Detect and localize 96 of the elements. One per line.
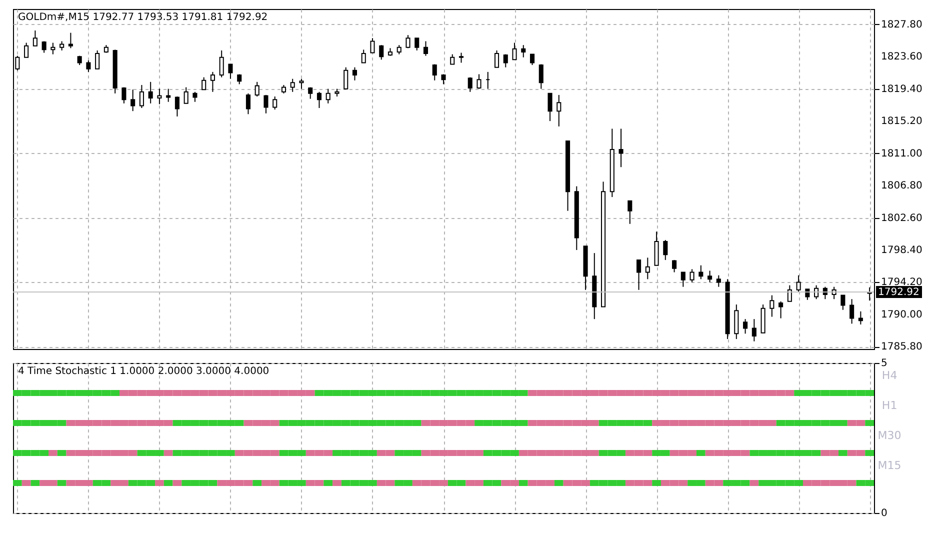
candlestick: [743, 318, 748, 334]
candlestick: [556, 94, 562, 127]
candlestick: [219, 50, 224, 78]
candlestick: [450, 54, 455, 65]
y-tick-label: 1785.80: [881, 342, 922, 353]
series-label: H1: [882, 399, 898, 412]
candlestick: [503, 54, 508, 68]
candlestick: [228, 64, 233, 80]
candlestick: [95, 50, 100, 70]
candlestick: [796, 274, 801, 293]
candlestick: [770, 294, 774, 318]
candlestick: [538, 64, 544, 90]
candlestick: [396, 44, 402, 55]
y-tick-label: 1827.80: [881, 19, 922, 30]
candlestick: [290, 78, 295, 92]
candlestick: [254, 81, 260, 97]
candlestick: [850, 298, 854, 324]
candlestick: [734, 304, 739, 340]
series-label: H4: [882, 369, 898, 382]
candlestick: [326, 88, 330, 104]
candlestick: [787, 284, 792, 302]
candlestick: [361, 49, 366, 64]
candlestick: [698, 264, 704, 280]
candlestick: [32, 30, 38, 46]
candlestick: [68, 32, 73, 49]
candlestick: [299, 78, 304, 90]
candlestick: [858, 310, 863, 325]
series-label: M15: [878, 459, 902, 472]
candlestick: [316, 91, 322, 109]
candlestick: [264, 94, 268, 114]
candlestick: [379, 44, 384, 60]
ref-line-label: 1792.92: [878, 287, 920, 298]
y-tick-label: 1794.20: [881, 277, 922, 288]
candlestick: [60, 40, 64, 51]
y-tick-label: 0: [881, 508, 888, 519]
candlestick: [202, 76, 206, 90]
candlestick: [708, 270, 712, 283]
candlestick: [42, 40, 46, 54]
candlestick: [672, 259, 677, 273]
candlestick: [636, 259, 642, 290]
candlestick: [423, 40, 428, 56]
candlestick: [663, 240, 668, 260]
candlestick: [122, 86, 126, 104]
candlestick: [628, 200, 632, 224]
candlestick: [458, 52, 464, 64]
candlestick: [86, 60, 91, 72]
candlestick: [530, 54, 535, 66]
chart-title: 4 Time Stochastic 1 1.0000 2.0000 3.0000 4.0000: [18, 366, 270, 377]
candlestick: [476, 74, 482, 90]
candlestick: [548, 92, 552, 122]
y-tick-label: 1811.00: [881, 148, 922, 160]
candlestick: [778, 300, 784, 319]
candlestick: [521, 44, 526, 58]
candlestick: [157, 88, 162, 105]
candlestick: [24, 42, 29, 58]
candlestick: [690, 268, 694, 283]
candlestick: [645, 257, 650, 280]
y-tick-label: 1798.40: [881, 244, 922, 256]
candlestick: [174, 96, 180, 117]
y-tick-label: 1806.80: [881, 180, 922, 192]
candlestick: [352, 66, 358, 81]
candlestick: [237, 74, 242, 85]
candlestick: [370, 38, 375, 54]
candlestick: [414, 38, 420, 51]
y-tick-label: 1790.00: [881, 309, 922, 320]
candlestick: [468, 76, 472, 92]
candlestick: [344, 66, 348, 90]
candlestick: [432, 64, 437, 81]
candlestick: [840, 294, 846, 310]
candlestick: [50, 42, 56, 55]
candlestick: [494, 50, 500, 68]
y-tick-label: 1819.40: [881, 84, 922, 95]
candlestick: [166, 88, 171, 102]
candlestick: [441, 74, 446, 85]
candlestick: [192, 91, 198, 102]
chart-title: GOLDm#,M15 1792.77 1793.53 1791.81 1792.92: [18, 12, 268, 23]
candlestick: [406, 34, 410, 49]
series-label: M30: [878, 429, 902, 442]
candlestick: [654, 231, 659, 266]
candlestick: [210, 71, 215, 92]
candlestick: [752, 318, 756, 342]
candlestick: [814, 284, 819, 300]
candlestick: [680, 272, 686, 288]
candlestick: [716, 274, 721, 288]
candlestick: [272, 96, 278, 110]
candlestick: [184, 86, 188, 104]
y-tick-label: 1823.60: [881, 52, 922, 63]
y-tick-label: 1802.60: [881, 212, 922, 224]
candlestick: [512, 42, 517, 60]
candlestick: [139, 84, 144, 109]
candlestick: [618, 128, 624, 168]
candlestick: [148, 81, 153, 104]
candlestick: [130, 89, 136, 112]
candlestick: [246, 92, 250, 115]
y-tick-label: 5: [881, 358, 888, 369]
y-tick-label: 1815.20: [881, 116, 922, 128]
